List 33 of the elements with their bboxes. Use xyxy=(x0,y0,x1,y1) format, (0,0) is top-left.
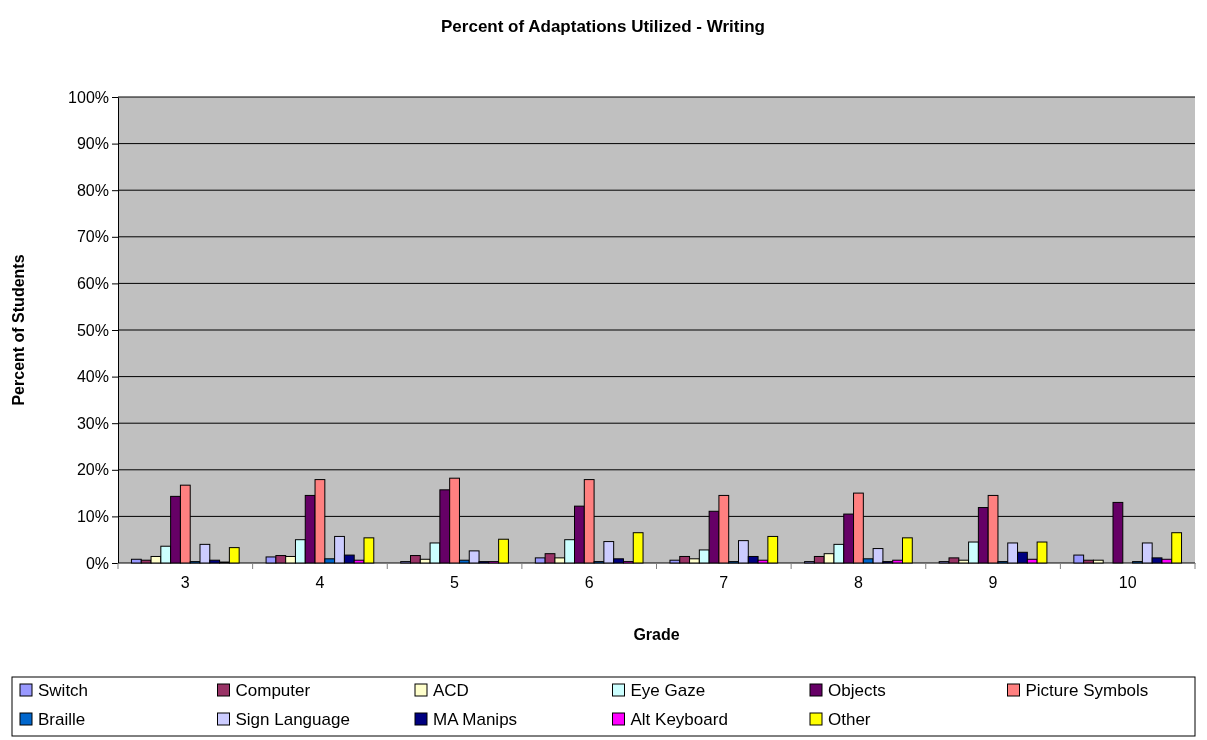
y-tick-label: 90% xyxy=(76,135,109,153)
legend-label: Alt Keyboard xyxy=(630,710,728,729)
legend-label: Objects xyxy=(828,681,886,700)
y-tick-label: 80% xyxy=(76,181,109,199)
x-tick-label: 9 xyxy=(988,574,998,592)
legend-label: Eye Gaze xyxy=(630,681,706,700)
legend-label: ACD xyxy=(433,681,469,700)
x-tick-label: 5 xyxy=(450,574,460,592)
y-axis-title: Percent of Students xyxy=(10,254,27,406)
y-tick-label: 40% xyxy=(76,368,109,386)
legend-label: MA Manips xyxy=(433,710,518,729)
legend-label: Picture Symbols xyxy=(1025,681,1149,700)
y-tick-label: 30% xyxy=(76,414,109,432)
x-tick-label: 10 xyxy=(1118,574,1137,592)
legend-label: Computer xyxy=(235,681,311,700)
y-tick-label: 20% xyxy=(76,461,109,479)
legend-label: Sign Language xyxy=(235,710,350,729)
y-tick-label: 10% xyxy=(76,508,109,526)
x-tick-label: 8 xyxy=(853,574,863,592)
x-tick-label: 7 xyxy=(719,574,729,592)
legend-label: Other xyxy=(828,710,871,729)
y-tick-label: 100% xyxy=(68,88,109,106)
chart-title: Percent of Adaptations Utilized - Writing xyxy=(441,17,765,36)
y-tick-label: 0% xyxy=(85,554,109,572)
x-axis-title: Grade xyxy=(633,626,680,643)
legend-label: Switch xyxy=(38,681,89,700)
x-tick-label: 6 xyxy=(584,574,594,592)
y-tick-label: 60% xyxy=(76,275,109,293)
y-tick-label: 50% xyxy=(76,321,109,339)
legend-label: Braille xyxy=(38,710,86,729)
y-tick-label: 70% xyxy=(76,228,109,246)
x-tick-label: 4 xyxy=(315,574,325,592)
x-tick-label: 3 xyxy=(180,574,190,592)
